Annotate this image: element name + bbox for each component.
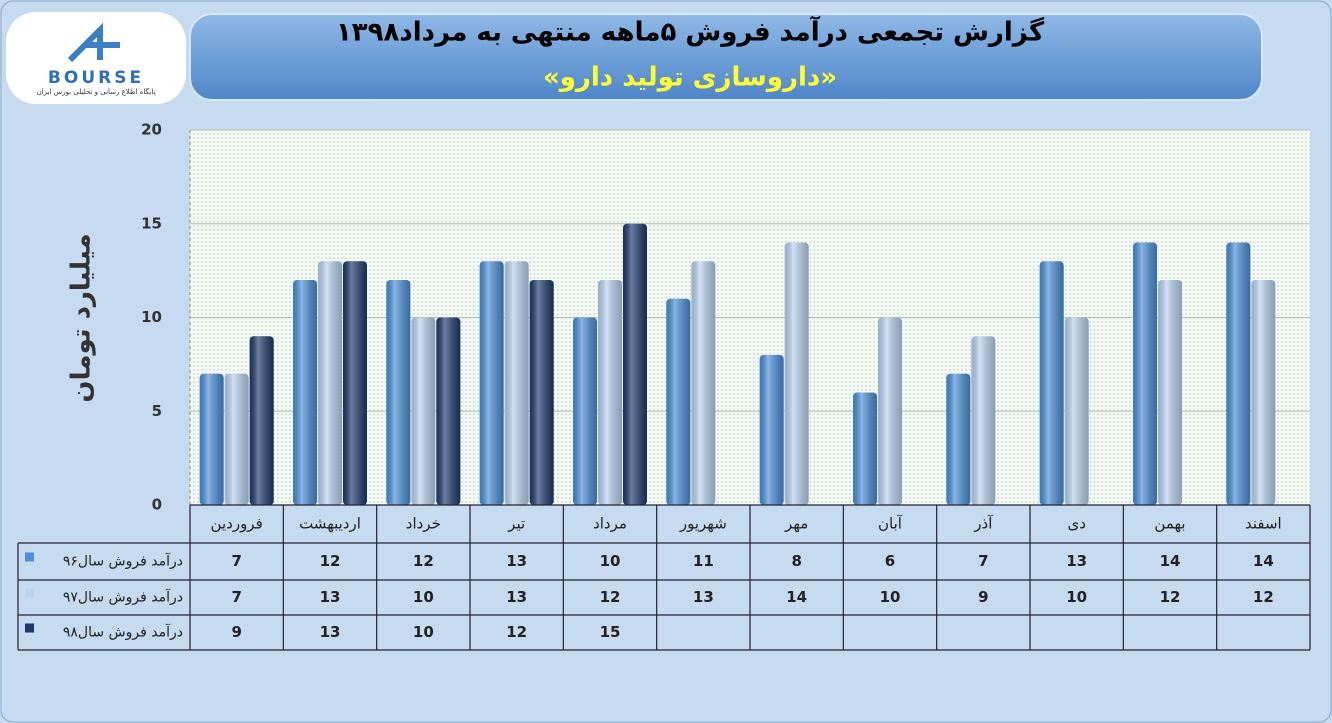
legend-swatch [25,588,34,598]
table-value: 6 [885,552,895,570]
bar [479,261,504,505]
x-tick-label: مرداد [593,515,627,533]
table-value: 12 [413,552,434,570]
table-value: 15 [600,623,621,641]
bar [199,373,224,505]
table-value: 12 [506,623,527,641]
logo-text: BOURSE [48,68,144,88]
x-tick-label: مهر [784,515,808,533]
logo-icon [67,22,120,63]
table-value: 10 [413,588,434,606]
table-value: 13 [693,588,714,606]
x-tick-label: آبان [878,515,903,533]
chart-subtitle: «داروسازی تولید دارو» [543,63,837,93]
bar [878,317,902,505]
table-value: 12 [1160,588,1181,606]
bar [946,373,971,505]
x-tick-label: فروردین [211,515,263,533]
bar [249,336,274,505]
x-tick-label: دی [1067,515,1085,533]
chart-title: گزارش تجمعی درآمد فروش ۵ماهه منتهی به مر… [336,16,1045,48]
table-value: 12 [1253,588,1274,606]
x-tick-label: شهریور [679,515,727,533]
table-value: 13 [320,588,341,606]
bar [436,317,461,505]
legend-swatch [25,552,34,562]
x-tick-label: اردیبهشت [299,515,361,533]
bar [1226,242,1251,505]
bar [853,392,877,505]
legend-swatch [25,623,34,633]
y-tick-label: 20 [141,121,162,139]
table-value: 7 [231,552,241,570]
bar [411,317,436,505]
legend-label: درآمد فروش سال۹۷ [63,589,183,606]
table-value: 9 [231,623,241,641]
bar [318,261,342,505]
table-value: 14 [1160,552,1181,570]
table-value: 12 [320,552,341,570]
bar [666,298,691,505]
table-value: 7 [231,588,241,606]
logo-box [6,12,186,104]
table-value: 10 [413,623,434,641]
table-value: 13 [506,552,527,570]
bar [598,280,622,505]
table-value: 8 [791,552,801,570]
y-tick-label: 0 [152,496,162,514]
bar [784,242,809,505]
bar [691,261,716,505]
bar [573,317,597,505]
table-value: 10 [1066,588,1087,606]
bar [224,373,249,505]
bar [971,336,996,505]
y-tick-label: 15 [141,214,162,232]
table-value: 14 [1253,552,1274,570]
bar [504,261,529,505]
logo-subtext: پایگاه اطلاع رسانی و تحلیلی بورس ایران [37,87,156,96]
bar [623,223,647,505]
bar [386,280,411,505]
x-tick-label: آذر [973,515,993,533]
title-banner [189,13,1263,101]
y-tick-label: 5 [152,402,162,420]
bar [1064,317,1089,505]
table-value: 10 [880,588,901,606]
bar [759,355,784,505]
table-value: 10 [600,552,621,570]
bar [1251,280,1276,505]
bar [1039,261,1064,505]
y-axis-title: میلیارد تومان [67,233,97,402]
x-tick-label: خرداد [406,515,441,533]
table-value: 12 [600,588,621,606]
table-value: 9 [978,588,988,606]
bar [343,261,367,505]
x-tick-label: تیر [507,515,525,533]
bar [529,280,554,505]
x-tick-label: اسفند [1245,515,1282,533]
y-tick-label: 10 [141,308,162,326]
table-value: 13 [320,623,341,641]
bar [1158,280,1182,505]
legend-label: درآمد فروش سال۹۸ [63,624,183,641]
bar [1133,242,1157,505]
x-tick-label: بهمن [1154,515,1185,533]
table-value: 11 [693,552,714,570]
legend-label: درآمد فروش سال۹۶ [63,553,183,570]
table-value: 13 [1066,552,1087,570]
table-value: 14 [786,588,807,606]
bar [293,280,317,505]
table-value: 13 [506,588,527,606]
table-value: 7 [978,552,988,570]
